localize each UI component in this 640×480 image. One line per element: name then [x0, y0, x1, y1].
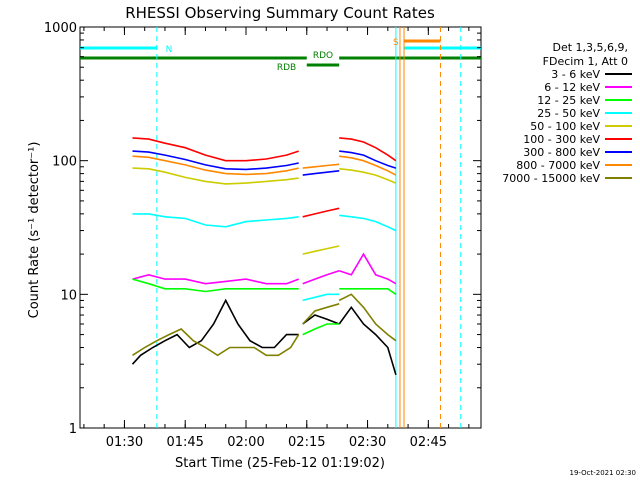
series-line-2	[302, 323, 340, 336]
plot-frame	[79, 26, 482, 429]
series-layer	[131, 137, 397, 376]
series-line-3	[339, 214, 397, 232]
series-line-0	[338, 305, 397, 376]
annotation-layer: N RDO RDB S	[80, 27, 481, 428]
y-tick-label: 1	[69, 422, 77, 437]
series-line-2	[339, 287, 397, 295]
y-tick-label: 100	[52, 155, 77, 170]
series-line-5	[302, 207, 340, 218]
x-axis-label: Start Time (25-Feb-12 01:19:02)	[175, 456, 385, 471]
plot-border	[79, 26, 482, 429]
legend-label: 7000 - 15000 keV	[502, 172, 600, 185]
series-line-8	[302, 303, 340, 325]
x-tick-label: 02:00	[227, 435, 264, 450]
y-tick-label: 1000	[44, 21, 77, 36]
series-line-5	[132, 137, 299, 162]
annotation-label-rdb: RDB	[277, 63, 296, 73]
legend-label: 100 - 300 keV	[523, 133, 600, 146]
series-line-3	[132, 213, 299, 228]
legend-label: 50 - 100 keV	[530, 120, 600, 133]
series-line-0	[302, 314, 340, 325]
series-line-4	[339, 168, 397, 184]
legend-label: 25 - 50 keV	[537, 107, 600, 120]
series-line-8	[338, 293, 397, 342]
x-tick-label: 02:45	[410, 435, 447, 450]
legend-header-2: FDecim 1, Att 0	[543, 55, 628, 68]
series-line-8	[132, 328, 300, 357]
annotation-label-rdo: RDO	[313, 51, 333, 61]
legend-label: 3 - 6 keV	[551, 68, 600, 81]
x-tick-label: 01:45	[166, 435, 203, 450]
series-line-6	[132, 150, 299, 171]
series-line-4	[132, 167, 299, 185]
series-line-5	[339, 137, 397, 162]
footer-date: 19-Oct-2021 02:30	[570, 469, 636, 477]
annotation-label-s: S	[393, 38, 399, 48]
chart-title: RHESSI Observing Summary Count Rates	[125, 4, 435, 22]
series-line-6	[302, 170, 340, 176]
series-line-3	[302, 293, 340, 302]
legend-label: 800 - 7000 keV	[516, 159, 600, 172]
legend-label: 300 - 800 keV	[523, 146, 600, 159]
series-line-1	[132, 273, 299, 285]
series-line-4	[302, 245, 340, 255]
x-tick-label: 02:30	[349, 435, 386, 450]
series-line-1	[302, 270, 340, 285]
series-line-6	[339, 150, 397, 169]
x-tick-label: 02:15	[288, 435, 325, 450]
axis-layer: 1 10 100 1000 01:30 01:45 02:00 02:15 02:30 02:45	[44, 21, 481, 450]
legend-header-1: Det 1,3,5,6,9,	[552, 41, 628, 54]
series-line-7	[339, 155, 397, 176]
legend-label: 12 - 25 keV	[537, 94, 600, 107]
series-line-7	[302, 163, 340, 169]
series-line-2	[132, 278, 299, 293]
series-line-0	[131, 298, 299, 365]
series-line-7	[132, 155, 299, 176]
y-axis-label: Count Rate (s⁻¹ detector⁻¹)	[27, 142, 42, 319]
y-tick-label: 10	[60, 288, 77, 303]
annotation-label-n: N	[166, 45, 173, 55]
series-line-1	[338, 252, 397, 285]
legend-label: 6 - 12 keV	[544, 81, 600, 94]
x-tick-label: 01:30	[106, 435, 143, 450]
